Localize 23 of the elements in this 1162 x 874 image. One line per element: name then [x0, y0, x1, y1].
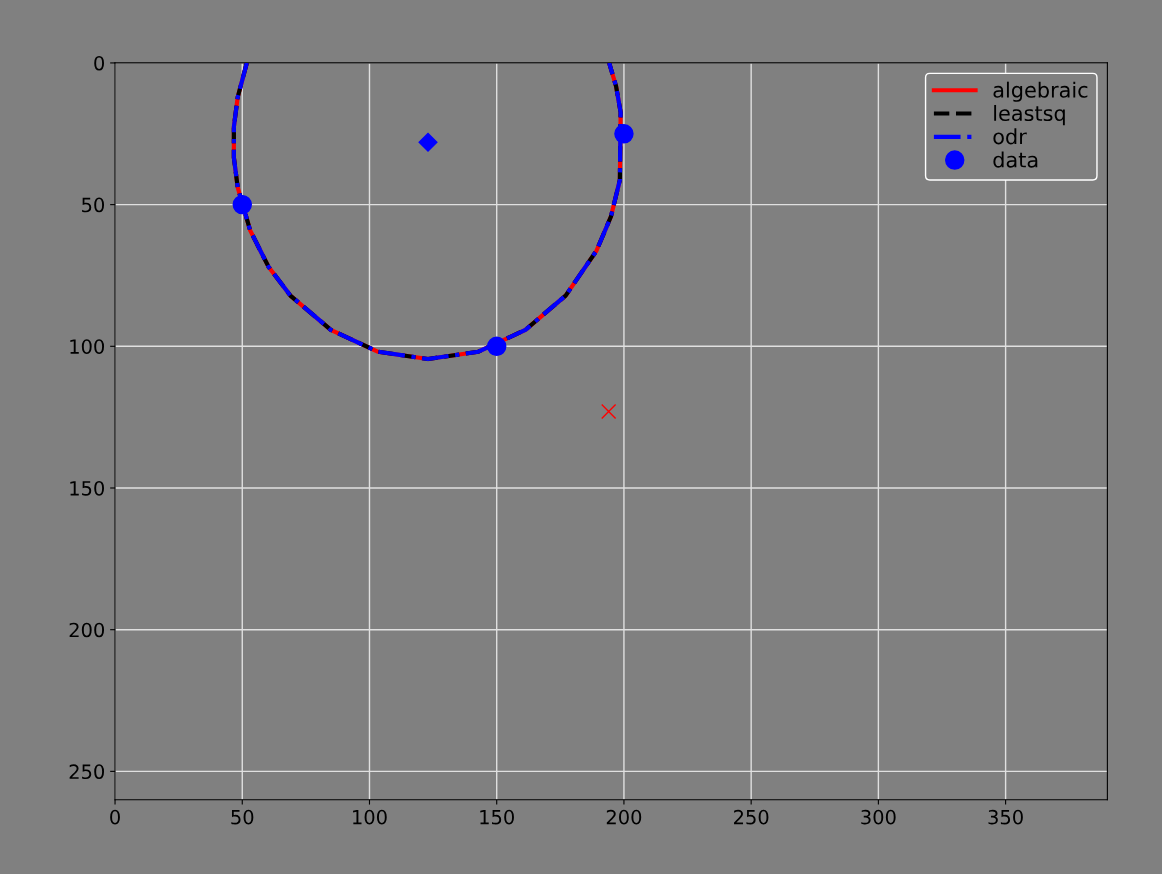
y-tick-label: 50	[82, 197, 105, 213]
point	[614, 124, 634, 144]
legend-label: algebraic	[993, 81, 1088, 102]
y-tick-label: 100	[70, 339, 105, 354]
x-tick-label: 150	[480, 809, 514, 825]
y-tick-label: 150	[70, 480, 105, 496]
point	[486, 336, 507, 357]
y-tick-label: 200	[69, 622, 105, 638]
x-tick-label: 350	[988, 809, 1023, 825]
point	[232, 194, 252, 215]
point	[601, 403, 617, 420]
x-tick-label: 250	[734, 809, 769, 825]
x-tick-label: 100	[353, 809, 387, 825]
y-tick-label: 0	[94, 55, 105, 71]
y-tick-label: 250	[69, 764, 105, 780]
x-tick-label: 50	[231, 809, 254, 825]
legend-label: leastsq	[994, 104, 1065, 126]
point	[418, 132, 438, 152]
legend-label: odr	[993, 128, 1027, 145]
legend-label: data	[993, 151, 1038, 168]
x-tick-label: 300	[861, 809, 896, 825]
x-tick-label: 0	[110, 809, 120, 825]
x-tick-label: 200	[606, 809, 642, 825]
